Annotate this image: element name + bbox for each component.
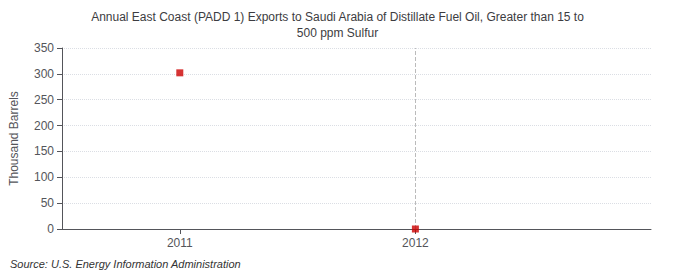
svg-text:Annual East Coast (PADD 1) Exp: Annual East Coast (PADD 1) Exports to Sa… <box>91 10 584 24</box>
svg-text:50: 50 <box>41 196 55 210</box>
svg-text:300: 300 <box>34 67 54 81</box>
svg-text:Source: U.S. Energy Informatio: Source: U.S. Energy Information Administ… <box>10 258 241 270</box>
svg-text:Thousand Barrels: Thousand Barrels <box>7 91 21 186</box>
svg-text:0: 0 <box>47 222 54 236</box>
svg-text:250: 250 <box>34 93 54 107</box>
svg-text:500 ppm Sulfur: 500 ppm Sulfur <box>297 26 378 40</box>
svg-text:150: 150 <box>34 144 54 158</box>
svg-text:100: 100 <box>34 170 54 184</box>
svg-text:200: 200 <box>34 119 54 133</box>
svg-text:350: 350 <box>34 41 54 55</box>
svg-text:2011: 2011 <box>167 236 193 250</box>
svg-text:2012: 2012 <box>402 236 429 250</box>
